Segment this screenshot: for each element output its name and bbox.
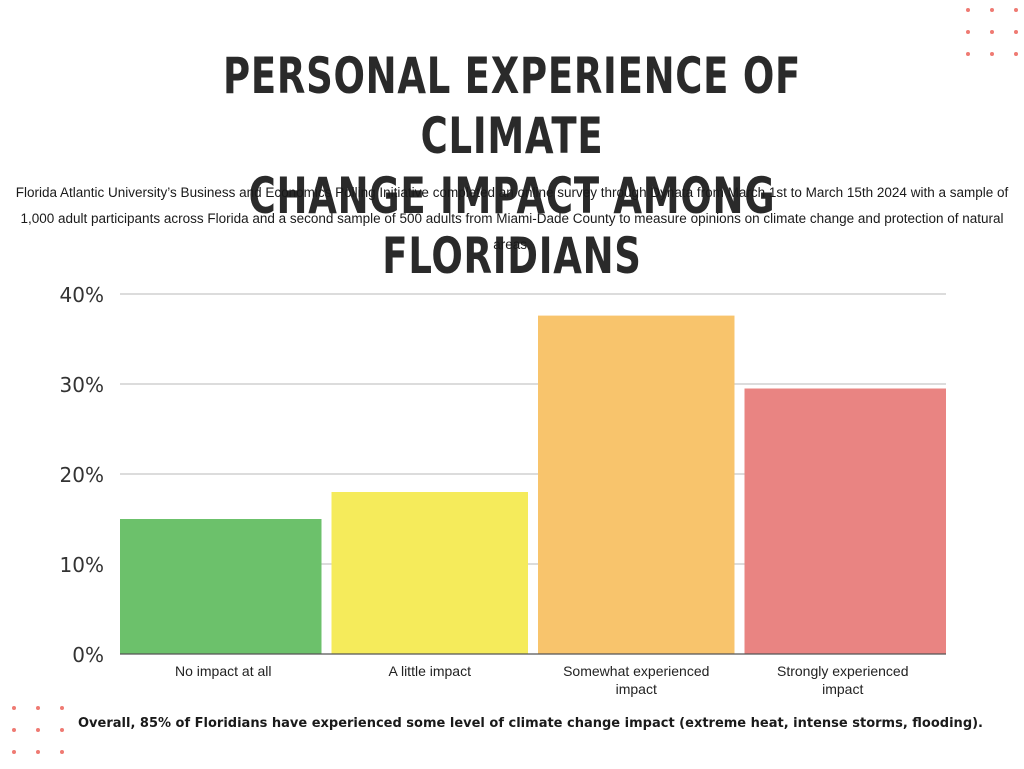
bar-chart: 0% 10% 20% 30% 40% No impact at all A little i… xyxy=(60,283,946,697)
survey-description: Florida Atlantic University’s Business a… xyxy=(15,185,1009,252)
bar xyxy=(538,315,735,654)
x-tick-label: Strongly experienced impact xyxy=(777,663,909,697)
y-tick-label: 40% xyxy=(60,283,104,307)
y-tick-label: 0% xyxy=(72,643,104,667)
x-tick-label: Somewhat experienced impact xyxy=(563,663,709,697)
decor-dots-bottom-left xyxy=(12,706,64,754)
page-title: PERSONAL EXPERIENCE OF CLIMATE CHANGE IM… xyxy=(133,46,891,286)
x-tick-label-line: A little impact xyxy=(389,663,472,679)
x-tick-label-line: impact xyxy=(822,681,863,697)
x-tick-label-line: No impact at all xyxy=(175,663,271,679)
x-tick-label-line: Strongly experienced xyxy=(777,663,909,679)
summary-note: Overall, 85% of Floridians have experien… xyxy=(78,716,983,731)
decor-dots-top-right xyxy=(966,8,1018,56)
bar xyxy=(120,519,322,654)
x-tick-label-line: impact xyxy=(616,681,657,697)
x-tick-label: No impact at all xyxy=(175,663,271,679)
title-line-1: PERSONAL EXPERIENCE OF CLIMATE xyxy=(222,47,802,165)
y-tick-label: 10% xyxy=(60,553,104,577)
x-tick-label-line: Somewhat experienced xyxy=(563,663,709,679)
x-tick-label: A little impact xyxy=(389,663,472,679)
y-tick-label: 20% xyxy=(60,463,104,487)
bar xyxy=(744,388,946,654)
bar xyxy=(331,492,528,654)
y-tick-label: 30% xyxy=(60,373,104,397)
title-line-2: CHANGE IMPACT AMONG FLORIDIANS xyxy=(248,167,776,285)
